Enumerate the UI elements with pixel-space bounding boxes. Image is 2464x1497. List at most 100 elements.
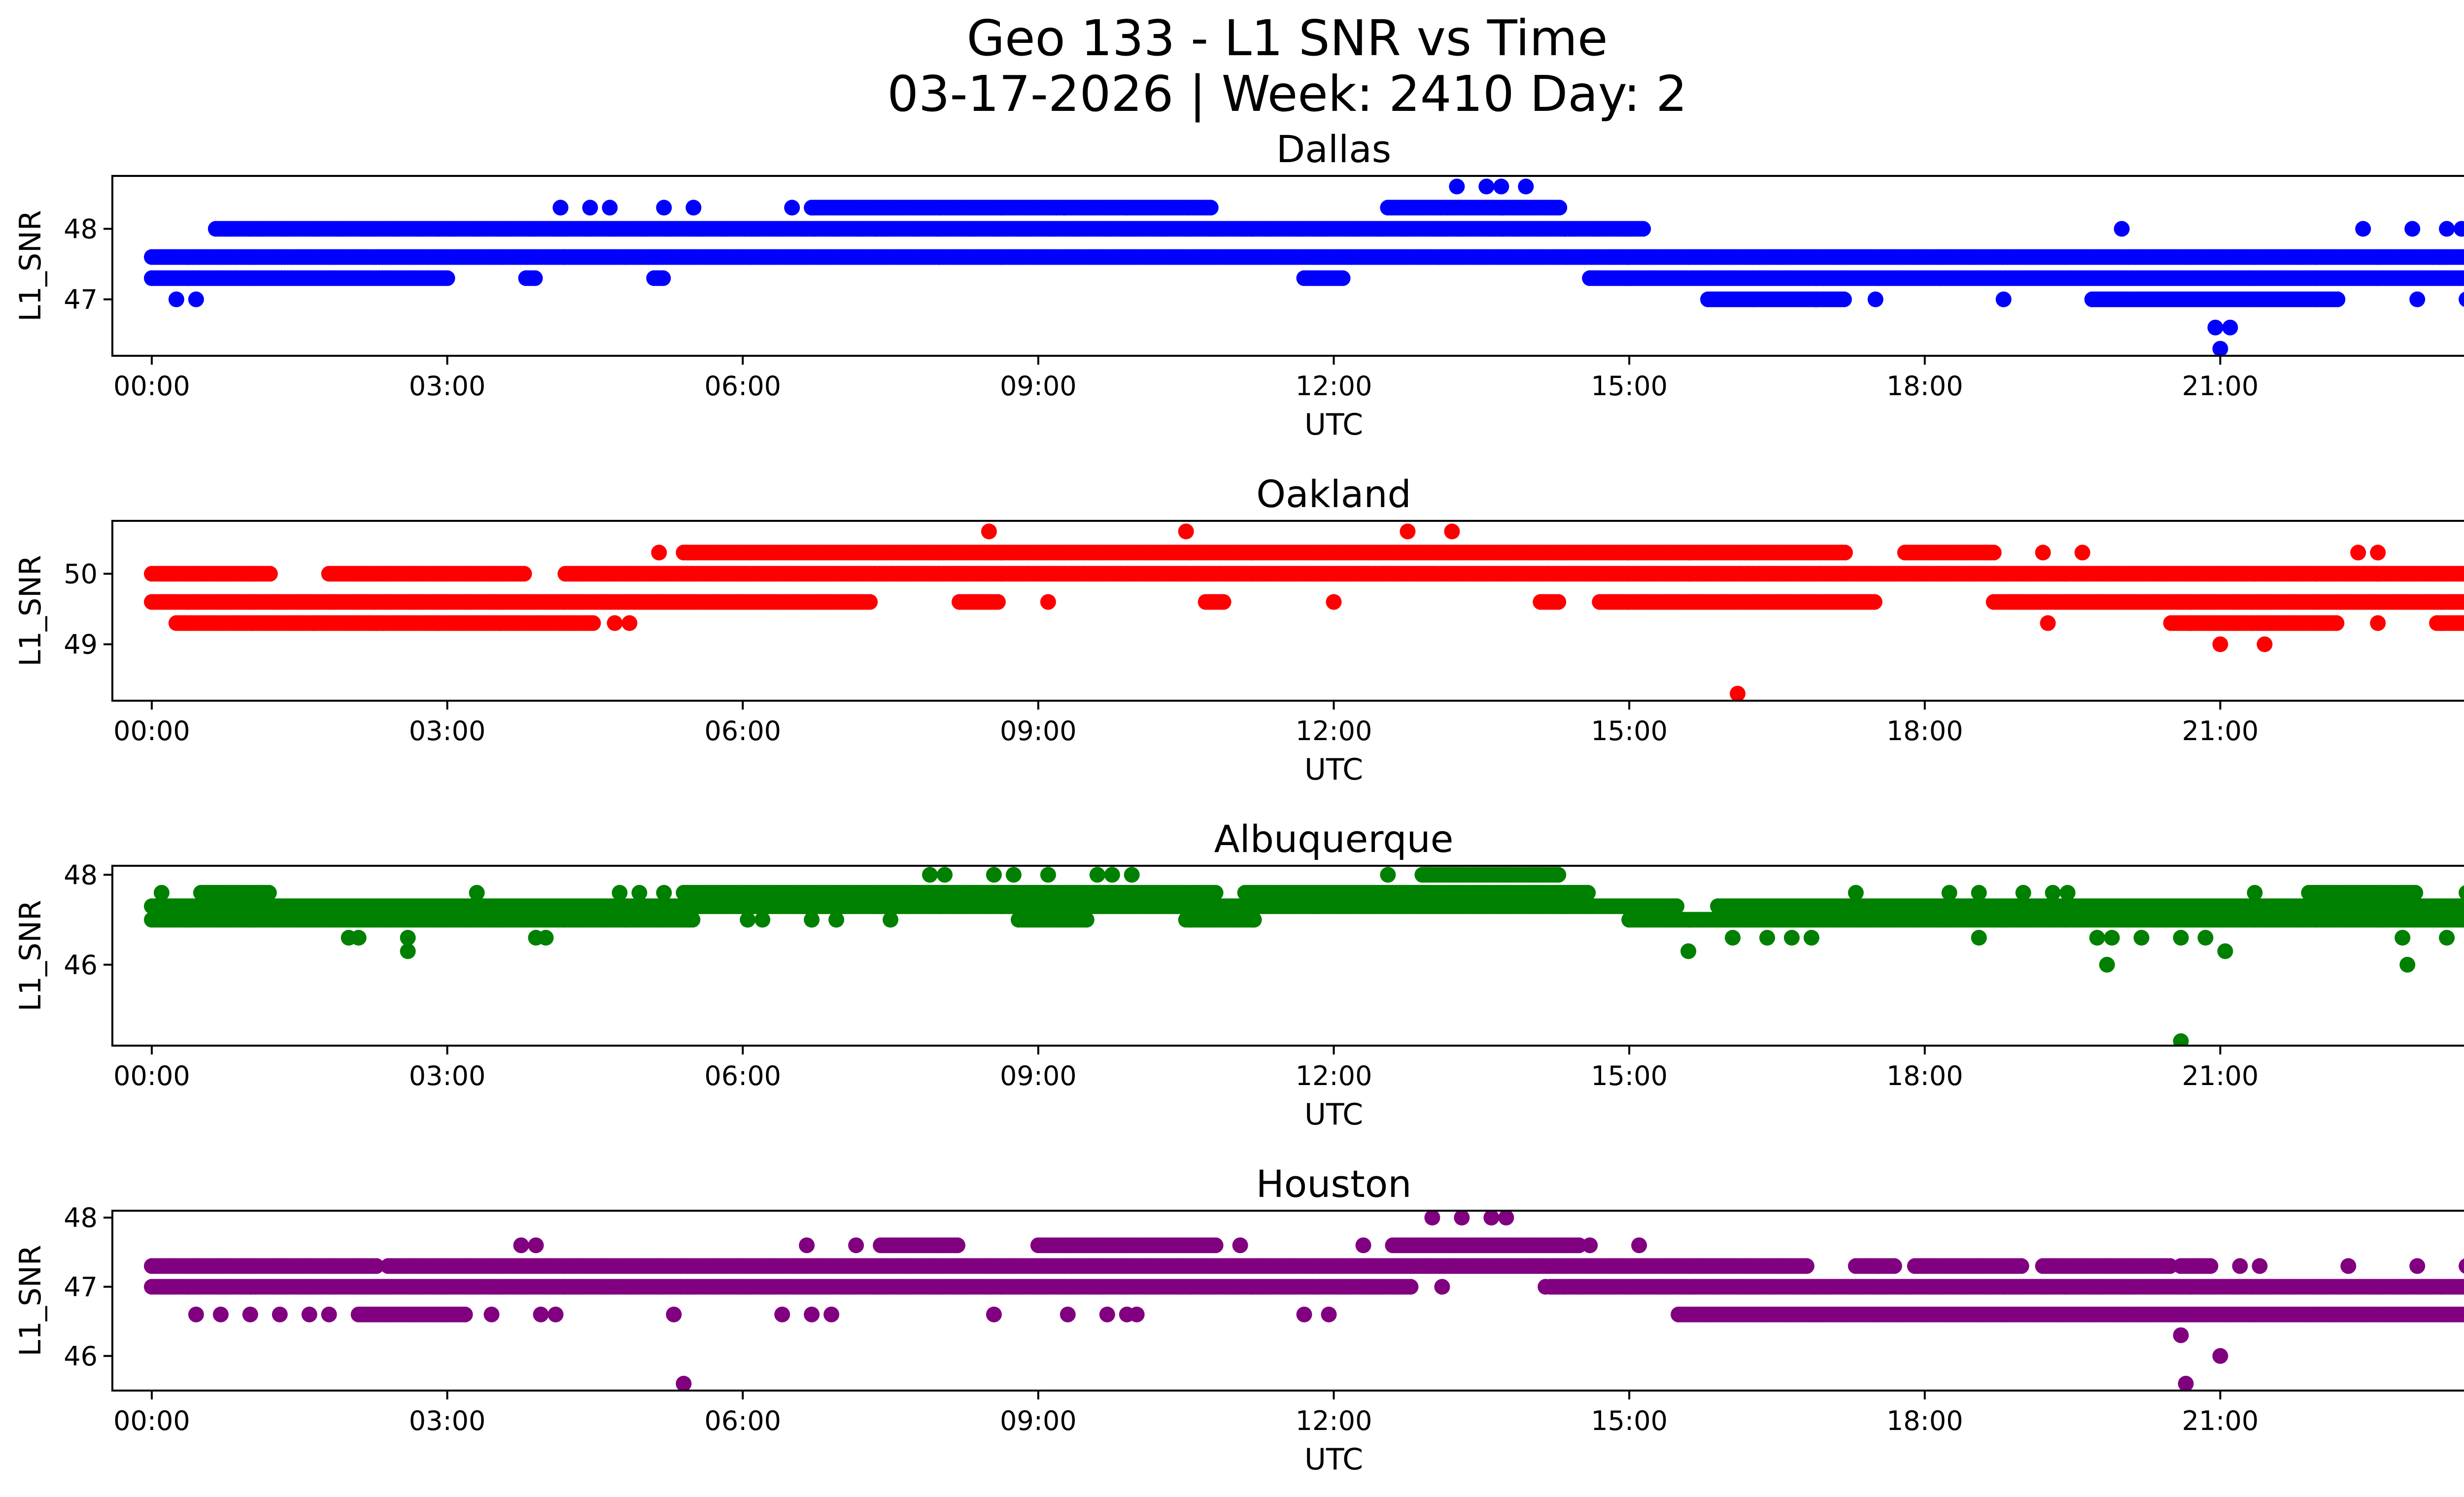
data-point	[2114, 221, 2130, 237]
data-point	[602, 200, 617, 215]
data-point	[585, 615, 601, 631]
x-tick-label: 03:00	[409, 371, 486, 402]
data-point	[2222, 320, 2238, 336]
subplot-title: Oakland	[1256, 472, 1411, 516]
figure-title: Geo 133 - L1 SNR vs Time	[967, 9, 1608, 67]
data-point	[685, 200, 701, 215]
x-axis-label: UTC	[1304, 752, 1363, 787]
data-point	[2075, 544, 2090, 560]
data-point	[2329, 292, 2345, 307]
data-point	[516, 566, 532, 581]
x-tick-label: 09:00	[1000, 371, 1077, 402]
x-tick-label: 18:00	[1886, 371, 1963, 402]
data-point	[1444, 524, 1460, 540]
y-tick-label: 49	[64, 629, 98, 660]
data-point	[1809, 292, 1824, 307]
data-point	[1836, 292, 1852, 307]
data-point	[684, 912, 700, 928]
data-point	[1996, 292, 2012, 307]
data-point	[2404, 221, 2420, 237]
data-point	[1518, 179, 1534, 195]
data-point	[2207, 320, 2223, 336]
data-point	[2355, 221, 2371, 237]
data-point	[2257, 637, 2272, 652]
data-point	[990, 594, 1006, 610]
data-point	[2350, 544, 2366, 560]
data-point	[2409, 292, 2425, 307]
data-point	[1449, 179, 1465, 195]
data-point	[1635, 221, 1651, 237]
x-tick-label: 00:00	[113, 371, 190, 402]
data-point	[621, 615, 637, 631]
data-point	[2370, 615, 2386, 631]
plot-frame	[112, 176, 2464, 356]
x-tick-label: 21:00	[2182, 371, 2259, 402]
data-points	[144, 867, 2464, 1049]
data-point	[1400, 524, 1415, 540]
subplots: Dallas 00:00 03:00 06:00 09:00 12:00 15:00 18:0…	[13, 127, 2464, 1477]
data-point	[2439, 221, 2455, 237]
data-point	[2040, 615, 2056, 631]
x-tick-label: 18:00	[1886, 715, 1963, 747]
subplot-title: Albuquerque	[1214, 817, 1454, 861]
data-point	[981, 524, 997, 540]
data-point	[651, 544, 667, 560]
y-tick-label: 48	[64, 213, 98, 244]
data-point	[1550, 594, 1566, 610]
data-point	[1551, 200, 1567, 215]
data-point	[2212, 637, 2228, 652]
data-point	[1868, 292, 1883, 307]
subplot-oakland: Oakland 00:00 03:00 06:00 09:00 12:00 15:00 18:…	[13, 472, 2464, 787]
x-axis-label: UTC	[1304, 408, 1363, 442]
x-tick-label: 03:00	[409, 715, 486, 747]
data-point	[1493, 179, 1509, 195]
data-point	[2370, 544, 2386, 560]
data-point	[262, 566, 278, 581]
data-points	[144, 524, 2464, 702]
x-tick-label: 06:00	[704, 715, 781, 747]
subplot-title: Dallas	[1276, 127, 1392, 171]
y-axis-label: L1_SNR	[13, 555, 48, 666]
data-points	[144, 179, 2464, 357]
data-point	[1478, 179, 1494, 195]
x-tick-label: 15:00	[1591, 715, 1668, 747]
data-point	[2328, 615, 2344, 631]
x-tick-label: 12:00	[1296, 715, 1372, 747]
data-point	[1335, 271, 1351, 286]
data-point	[552, 200, 568, 215]
x-tick-label: 09:00	[1000, 715, 1077, 747]
data-point	[1837, 544, 1853, 560]
data-point	[1216, 594, 1232, 610]
data-point	[656, 200, 672, 215]
data-point	[582, 200, 598, 215]
subplot-dallas: Dallas 00:00 03:00 06:00 09:00 12:00 15:00 18:0…	[13, 127, 2464, 442]
x-tick-label: 15:00	[1591, 371, 1668, 402]
data-point	[527, 271, 543, 286]
x-tick-label: 12:00	[1296, 371, 1372, 402]
y-axis-label: L1_SNR	[13, 210, 48, 321]
x-tick-label: 21:00	[2182, 715, 2259, 747]
x-tick-label: 00:00	[113, 715, 190, 747]
data-point	[2454, 221, 2464, 237]
data-point	[1730, 686, 1745, 702]
data-point	[2035, 544, 2051, 560]
y-tick-label: 47	[64, 284, 98, 315]
figure-subtitle: 03-17-2026 | Week: 2410 Day: 2	[887, 65, 1687, 123]
data-point	[1326, 594, 1342, 610]
data-point	[607, 615, 622, 631]
data-point	[169, 292, 184, 307]
data-point	[1203, 200, 1219, 215]
data-point	[1079, 912, 1095, 928]
x-tick-label: 06:00	[704, 371, 781, 402]
data-point	[784, 200, 800, 215]
data-point	[862, 594, 878, 610]
data-point	[655, 271, 671, 286]
data-point	[1986, 544, 2002, 560]
data-point	[1178, 524, 1194, 540]
data-point	[188, 292, 204, 307]
y-tick-label: 50	[64, 558, 98, 589]
data-point	[1246, 912, 1262, 928]
